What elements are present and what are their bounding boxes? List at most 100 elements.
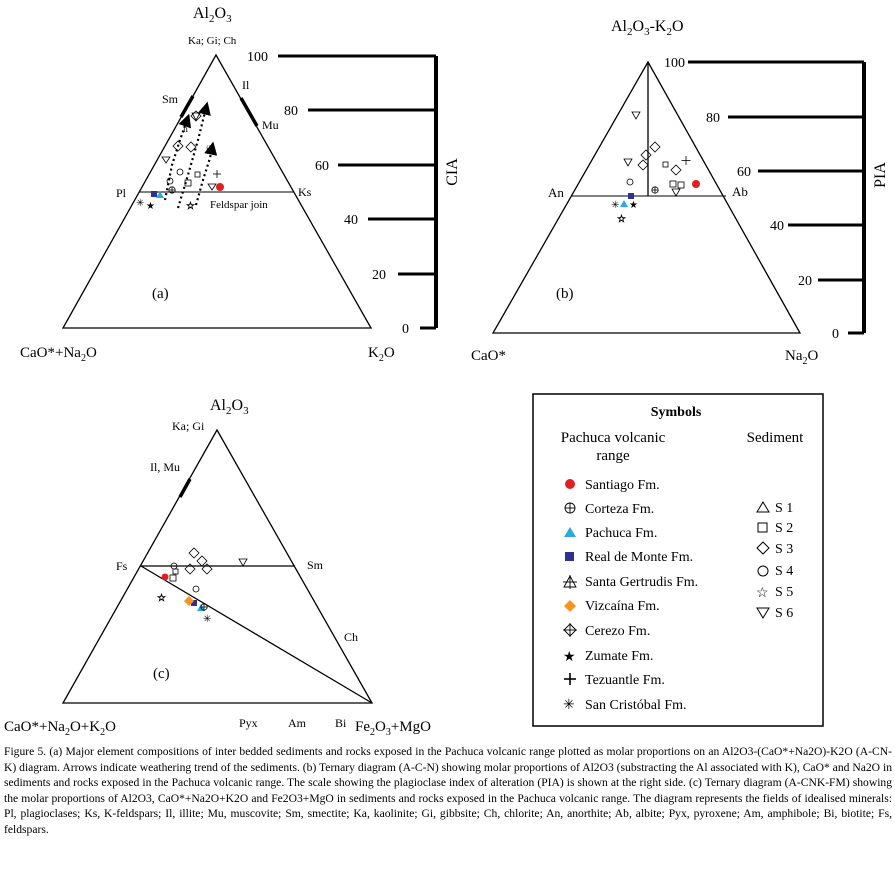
legend-symbol-s1 xyxy=(756,501,770,513)
pia-tick-0: 0 xyxy=(832,327,839,342)
legend-col1-title-1: Pachuca volcanic xyxy=(561,430,666,446)
panel-b-ab-label: Ab xyxy=(732,184,748,199)
pia-tick-80: 80 xyxy=(706,111,720,126)
panel-c-ch-label: Ch xyxy=(344,630,358,644)
legend-symbol-s4 xyxy=(757,565,769,577)
panel-b: ☆ ★ ✳ Al2O3-K2O An Ab (b) CaO* Na2O 100 … xyxy=(471,18,889,367)
legend-symbol-santiago xyxy=(565,479,575,489)
svg-text:☆: ☆ xyxy=(186,201,195,212)
legend-formation-10: San Cristóbal Fm. xyxy=(585,698,687,713)
panel-a-apex-top: Al2O3 xyxy=(193,5,232,25)
pia-title: PIA xyxy=(872,162,889,188)
svg-text:✳: ✳ xyxy=(611,200,619,211)
panel-c-fs-label: Fs xyxy=(116,559,128,573)
panel-c-pyx-label: Pyx xyxy=(239,716,258,730)
legend-symbol-cerezo xyxy=(563,623,577,637)
pia-scale: 100 80 60 40 20 0 PIA xyxy=(664,56,889,342)
panel-c-fs-fm-line xyxy=(140,565,373,704)
legend-formation-9: Tezuantle Fm. xyxy=(585,673,665,688)
panel-a-top-minerals: Ka; Gi; Ch xyxy=(188,35,237,47)
legend-sediment-symbols: ☆ xyxy=(756,501,770,619)
legend-sediment-5: S 5 xyxy=(775,585,793,600)
svg-text:✳: ✳ xyxy=(136,198,144,209)
legend-sediment-3: S 3 xyxy=(775,542,793,557)
caption-line-4: showing the plagioclase index of alterat… xyxy=(4,776,893,805)
cia-tick-100: 100 xyxy=(247,50,268,65)
caption-line-6: Pl, plagioclases; Ks, K-feldspars; Il, i… xyxy=(4,807,740,821)
legend-col2-title: Sediment xyxy=(747,430,804,446)
panel-b-samples: ☆ ★ ✳ xyxy=(611,111,700,225)
panel-b-apex-top: Al2O3-K2O xyxy=(611,18,684,38)
pia-tick-20: 20 xyxy=(798,274,812,289)
legend: Symbols Pachuca volcanic range Sediment … xyxy=(532,393,824,727)
panel-c-label: (c) xyxy=(153,666,170,682)
legend-symbol-tezuantle xyxy=(564,673,576,685)
panel-c-apex-top: Al2O3 xyxy=(210,397,249,417)
trend-label-ii: ii xyxy=(183,124,189,134)
cia-tick-20: 20 xyxy=(372,268,386,283)
legend-sediment-2: S 2 xyxy=(775,521,793,536)
caption-line-5: CaO*+Na2O+K2O and Fe2O3+MgO in sediments… xyxy=(157,791,892,805)
panel-b-an-label: An xyxy=(548,185,564,200)
legend-symbol-vizcaina xyxy=(564,600,576,612)
panel-b-apex-left: CaO* xyxy=(471,348,506,364)
cia-tick-60: 60 xyxy=(315,159,329,174)
legend-sediment-4: S 4 xyxy=(775,564,793,579)
panel-a-sm-label: Sm xyxy=(162,92,179,106)
legend-symbol-corteza xyxy=(564,502,576,514)
legend-formation-7: Cerezo Fm. xyxy=(585,624,650,639)
panel-c-apex-right: Fe2O3+MgO xyxy=(355,719,431,738)
legend-symbol-s2 xyxy=(757,522,768,533)
cia-scale: 100 80 60 40 20 0 CIA xyxy=(247,50,461,337)
legend-symbol-zumate: ★ xyxy=(563,650,576,665)
panel-a-apex-right: K2O xyxy=(368,345,395,364)
caption-line-3: proportions of Al2O3 (substracting the A… xyxy=(4,760,892,790)
legend-symbol-real-de-monte xyxy=(565,552,574,561)
caption-line-7: Am, amphibole; Bi, biotite; Fs, feldspar… xyxy=(4,807,892,836)
panel-a-pl-label: Pl xyxy=(116,186,127,200)
panel-a-ks-label: Ks xyxy=(298,185,312,199)
panel-a-join-label: Feldspar join xyxy=(210,199,268,211)
panel-b-apex-right: Na2O xyxy=(785,348,819,367)
panel-a-sm-field xyxy=(179,95,195,118)
trend-label-iii: iii xyxy=(206,144,214,154)
svg-text:☆: ☆ xyxy=(157,593,166,604)
svg-text:✳: ✳ xyxy=(203,614,211,625)
legend-formation-4: Real de Monte Fm. xyxy=(585,550,693,565)
panel-a-samples: ☆ ★ ✳ xyxy=(136,110,224,212)
legend-col1-title-2: range xyxy=(596,448,630,464)
legend-title: Symbols xyxy=(651,405,702,420)
legend-symbol-s3 xyxy=(756,541,770,555)
panel-a-mu-label: Mu xyxy=(262,118,279,132)
cia-tick-80: 80 xyxy=(284,104,298,119)
legend-symbol-san-cristobal: ✳ xyxy=(563,698,575,713)
legend-symbol-santa-gertrudis xyxy=(563,575,577,589)
legend-formation-5: Santa Gertrudis Fm. xyxy=(585,575,698,590)
panel-c-samples: ☆ ✳ xyxy=(157,547,248,625)
panel-a-il-mu-field xyxy=(239,97,259,127)
panel-c-bi-label: Bi xyxy=(335,716,347,730)
pia-tick-100: 100 xyxy=(664,56,685,71)
pia-tick-60: 60 xyxy=(737,165,751,180)
legend-box xyxy=(532,393,824,727)
trend-label-i: i xyxy=(206,105,209,115)
panel-a-apex-left: CaO*+Na2O xyxy=(20,345,97,364)
cia-title: CIA xyxy=(444,158,461,186)
panel-b-triangle xyxy=(491,60,802,334)
legend-formation-2: Corteza Fm. xyxy=(585,502,654,517)
legend-sediment-1: S 1 xyxy=(775,501,793,516)
svg-text:☆: ☆ xyxy=(617,214,626,225)
figure-caption: Figure 5. (a) Major element compositions… xyxy=(4,744,892,838)
panel-c-apex-left: CaO*+Na2O+K2O xyxy=(4,719,116,738)
caption-line-1: Figure 5. (a) Major element compositions… xyxy=(4,745,706,758)
legend-formation-symbols: ★ ✳ xyxy=(563,479,577,713)
panel-b-label: (b) xyxy=(556,286,574,302)
caption-line-2: an Al2O3-(CaO*+Na2O)-K2O (A-CN-K) diagra… xyxy=(4,745,892,774)
panel-a-label: (a) xyxy=(152,286,169,302)
legend-sediment-6: S 6 xyxy=(775,606,793,621)
panel-c-am-label: Am xyxy=(288,716,307,730)
legend-formation-1: Santiago Fm. xyxy=(585,478,660,493)
panel-c-sm-label: Sm xyxy=(307,558,324,572)
legend-formation-6: Vizcaína Fm. xyxy=(585,599,660,614)
